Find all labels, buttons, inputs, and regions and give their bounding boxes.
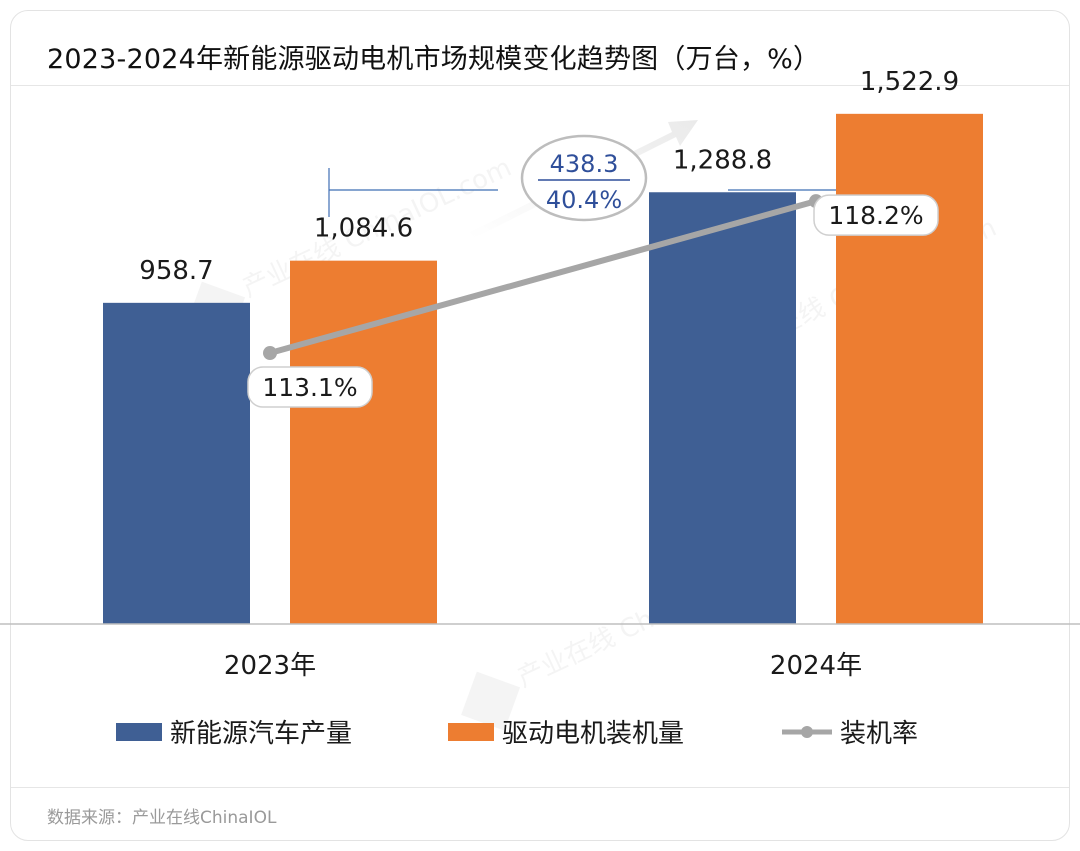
legend-label-installs: 驱动电机装机量 xyxy=(502,719,684,749)
value-label-production-2023: 958.7 xyxy=(139,256,213,286)
legend: 新能源汽车产量 驱动电机装机量 装机率 xyxy=(116,719,918,749)
rate-label-box-2024 xyxy=(813,194,939,236)
category-label-2023: 2023年 xyxy=(224,651,316,681)
legend-swatch-installs xyxy=(448,723,494,741)
value-label-installs-2024: 1,522.9 xyxy=(860,67,959,97)
chart-title: 2023-2024年新能源驱动电机市场规模变化趋势图（万台，%） xyxy=(47,44,821,75)
source-note: 数据来源：产业在线ChinaIOL xyxy=(47,808,277,828)
bar-installs-2023 xyxy=(290,260,437,624)
bar-installs-2024 xyxy=(836,113,983,625)
rate-label-box-2023 xyxy=(247,366,373,408)
increase-callout: 438.3 40.4% xyxy=(520,134,648,222)
legend-label-rate: 装机率 xyxy=(840,719,918,749)
legend-label-production: 新能源汽车产量 xyxy=(170,719,352,749)
rate-label-2023: 113.1% xyxy=(262,373,357,402)
rate-labels: 113.1% 118.2% xyxy=(247,194,939,408)
bar-production-2024 xyxy=(649,192,796,624)
bar-value-labels: 958.7 1,288.8 1,084.6 1,522.9 xyxy=(139,67,959,286)
header-divider xyxy=(11,85,1069,86)
rate-label-2024: 118.2% xyxy=(828,201,923,230)
bar-production-2023 xyxy=(103,302,250,624)
rate-line xyxy=(267,198,819,357)
value-label-production-2024: 1,288.8 xyxy=(673,145,772,175)
growth-rate: 40.4% xyxy=(546,186,622,214)
footer-divider xyxy=(11,787,1069,788)
category-label-2024: 2024年 xyxy=(770,651,862,681)
increase-value: 438.3 xyxy=(550,150,619,178)
value-label-installs-2023: 1,084.6 xyxy=(314,214,413,244)
legend-swatch-production xyxy=(116,723,162,741)
rate-point-2023 xyxy=(263,346,277,361)
bars-group xyxy=(103,113,983,625)
legend-marker-rate xyxy=(801,726,813,738)
